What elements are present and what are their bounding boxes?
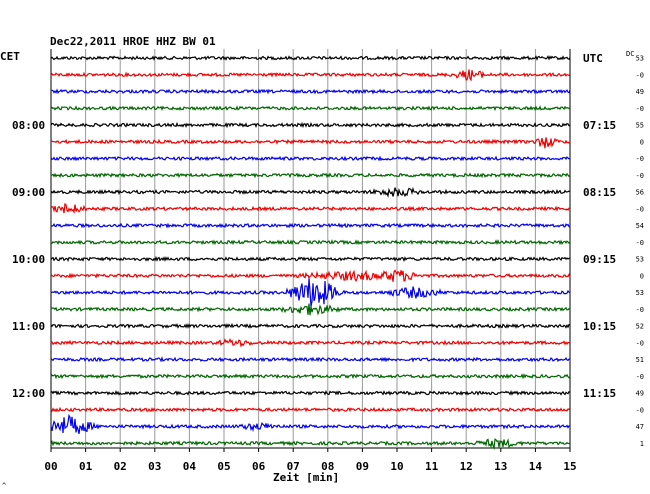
dc-value: -0 xyxy=(636,339,644,347)
left-hour-label: 12:00 xyxy=(12,387,45,400)
trace-15 xyxy=(50,303,571,316)
dc-value: -0 xyxy=(636,373,644,381)
chart-title: Dec22,2011 HROE HHZ BW 01 xyxy=(50,35,216,48)
trace-22 xyxy=(50,413,571,435)
trace-group xyxy=(50,55,571,451)
x-tick-label-07: 07 xyxy=(287,460,300,473)
label-group: 08:00 09:00 10:00 11:00 12:00 UTC 07:15 08:15 09… xyxy=(12,52,644,448)
x-tick-label-01: 01 xyxy=(79,460,93,473)
trace-20 xyxy=(50,389,571,396)
x-tick-label-13: 13 xyxy=(494,460,507,473)
trace-3 xyxy=(50,105,571,112)
trace-12 xyxy=(50,255,571,263)
x-tick-label-14: 14 xyxy=(529,460,543,473)
x-tick-label-12: 12 xyxy=(460,460,473,473)
dc-value: 0 xyxy=(640,272,644,280)
right-hour-label: UTC xyxy=(583,52,603,65)
left-hour-label: 08:00 xyxy=(12,119,45,132)
trace-0 xyxy=(50,55,571,61)
dc-value: -0 xyxy=(636,155,644,163)
left-hour-label: 10:00 xyxy=(12,253,45,266)
dc-value: 54 xyxy=(636,222,644,230)
right-hour-label: 09:15 xyxy=(583,253,616,266)
trace-9 xyxy=(50,202,571,215)
dc-value: 53 xyxy=(636,55,644,63)
trace-5 xyxy=(50,137,571,149)
dc-value: 47 xyxy=(636,423,644,431)
x-axis-label: Zeit [min] xyxy=(273,471,339,484)
x-tick-label-15: 15 xyxy=(563,460,576,473)
trace-10 xyxy=(50,222,571,229)
trace-4 xyxy=(50,121,570,129)
left-hour-label: 09:00 xyxy=(12,186,45,199)
x-tick-label-08: 08 xyxy=(321,460,334,473)
left-hour-label: 11:00 xyxy=(12,320,45,333)
trace-7 xyxy=(50,172,571,179)
trace-1 xyxy=(50,69,571,82)
trace-17 xyxy=(50,337,571,348)
dc-value: 49 xyxy=(636,88,644,96)
x-tick-label-02: 02 xyxy=(114,460,127,473)
right-hour-label: 10:15 xyxy=(583,320,616,333)
dc-value: 0 xyxy=(640,138,644,146)
trace-14 xyxy=(50,278,571,307)
trace-19 xyxy=(50,373,571,380)
dc-value: 55 xyxy=(636,122,644,130)
dc-header: DC xyxy=(626,50,634,58)
trace-11 xyxy=(50,239,571,246)
trace-18 xyxy=(50,356,571,363)
x-tick-label-11: 11 xyxy=(425,460,439,473)
x-tick-label-05: 05 xyxy=(217,460,230,473)
trace-2 xyxy=(51,88,571,95)
grid: 00 01 02 03 04 05 06 07 08 09 10 11 12 13 14 15 xyxy=(44,49,577,473)
right-hour-label: 08:15 xyxy=(583,186,616,199)
x-tick-label-09: 09 xyxy=(356,460,369,473)
dc-value: -0 xyxy=(636,239,644,247)
x-tick-label-00: 00 xyxy=(44,460,57,473)
dc-value: -0 xyxy=(636,71,644,79)
dc-value: 56 xyxy=(636,189,644,197)
x-tick-label-03: 03 xyxy=(148,460,161,473)
trace-23 xyxy=(50,437,571,451)
trace-21 xyxy=(50,406,571,413)
x-tick-label-10: 10 xyxy=(390,460,403,473)
dc-value: -0 xyxy=(636,306,644,314)
dc-value: 53 xyxy=(636,256,644,264)
dc-value: 53 xyxy=(636,289,644,297)
x-tick-label-04: 04 xyxy=(183,460,197,473)
right-hour-label: 11:15 xyxy=(583,387,616,400)
x-tick-label-06: 06 xyxy=(252,460,266,473)
dc-value: -0 xyxy=(636,406,644,414)
trace-6 xyxy=(50,155,571,162)
trace-8 xyxy=(50,186,571,198)
trace-16 xyxy=(50,322,571,330)
dc-value: 49 xyxy=(636,390,644,398)
footer-mark: ^ xyxy=(2,482,6,490)
right-hour-label: 07:15 xyxy=(583,119,616,132)
left-header: CET xyxy=(0,50,20,63)
trace-13 xyxy=(50,269,571,283)
dc-value: 51 xyxy=(636,356,644,364)
dc-value: 52 xyxy=(636,323,644,331)
dc-value: -0 xyxy=(636,205,644,213)
dc-value: 1 xyxy=(640,440,644,448)
dc-value: -0 xyxy=(636,105,644,113)
dc-value: -0 xyxy=(636,172,644,180)
